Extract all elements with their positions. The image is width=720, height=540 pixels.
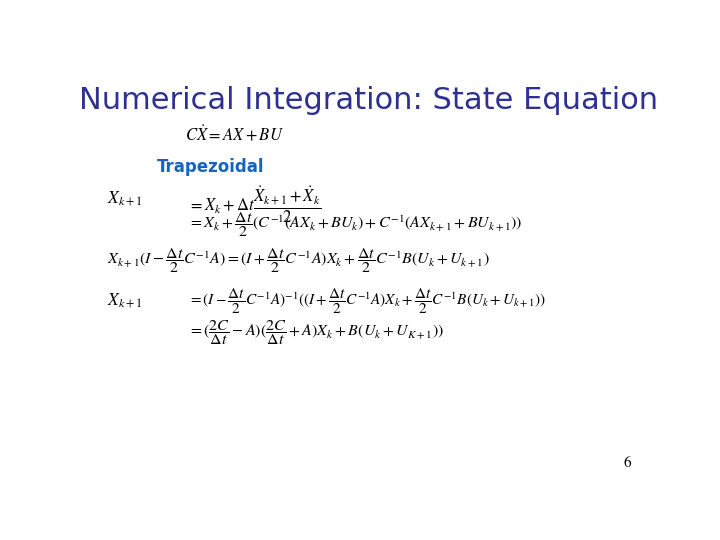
- Text: $= (I - \dfrac{\Delta t}{2}C^{-1}A)^{-1}((I + \dfrac{\Delta t}{2}C^{-1}A)X_k + \: $= (I - \dfrac{\Delta t}{2}C^{-1}A)^{-1}…: [188, 287, 546, 316]
- Text: $X_{k+1}$: $X_{k+1}$: [107, 190, 142, 208]
- Text: Numerical Integration: State Equation: Numerical Integration: State Equation: [79, 85, 659, 114]
- Text: $= X_k + \dfrac{\Delta t}{2}(C^{-1}(AX_k + BU_k) + C^{-1}(AX_{k+1} + BU_{k+1}))$: $= X_k + \dfrac{\Delta t}{2}(C^{-1}(AX_k…: [188, 210, 522, 239]
- Text: Trapezoidal: Trapezoidal: [157, 158, 264, 177]
- Text: $C\dot{X} = AX + BU$: $C\dot{X} = AX + BU$: [185, 125, 284, 145]
- Text: $X_{k+1}$: $X_{k+1}$: [107, 292, 142, 310]
- Text: $= (\dfrac{2C}{\Delta t} - A)(\dfrac{2C}{\Delta t} + A)X_k + B(U_k + U_{K+1}))$: $= (\dfrac{2C}{\Delta t} - A)(\dfrac{2C}…: [188, 319, 444, 347]
- Text: $= X_k + \Delta t\dfrac{\dot{X}_{k+1}+\dot{X}_k}{2}$: $= X_k + \Delta t\dfrac{\dot{X}_{k+1}+\d…: [188, 185, 321, 226]
- Text: $X_{k+1}(I - \dfrac{\Delta t}{2}C^{-1}A) = (I + \dfrac{\Delta t}{2}C^{-1}A)X_k +: $X_{k+1}(I - \dfrac{\Delta t}{2}C^{-1}A)…: [107, 246, 490, 275]
- Text: 6: 6: [624, 457, 631, 470]
